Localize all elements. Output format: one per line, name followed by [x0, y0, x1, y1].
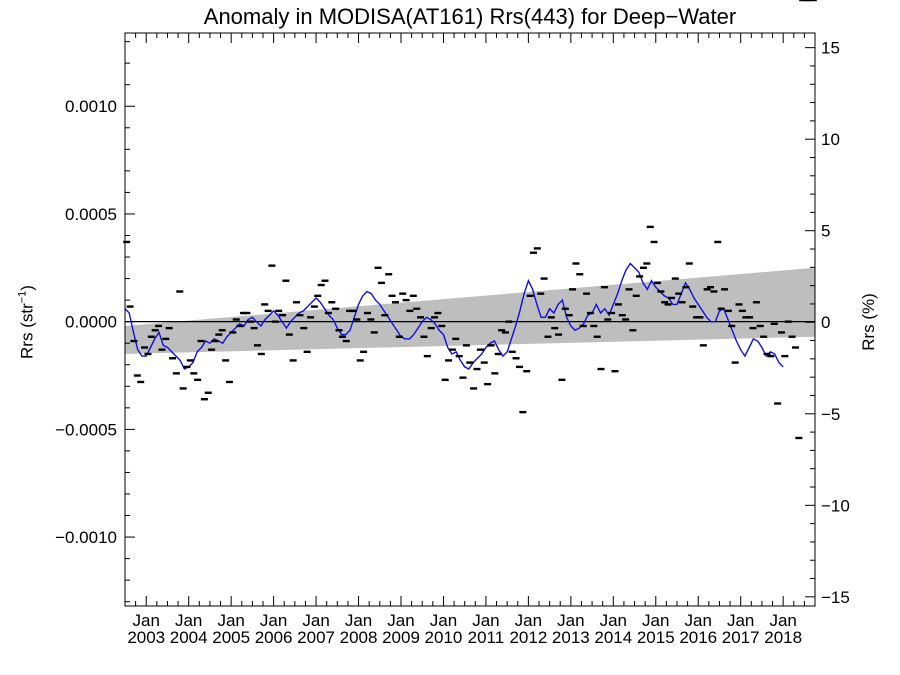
y-left-tick-label: 0.0005	[65, 205, 117, 224]
x-tick-month-label: Jan	[727, 611, 754, 630]
x-tick-year-label: 2012	[509, 628, 547, 647]
chart-title: Anomaly in MODISA(AT161) Rrs(443) for De…	[203, 4, 737, 29]
y-right-tick-label: 15	[821, 39, 840, 58]
trend-band	[125, 267, 815, 354]
y-right-tick-label: 0	[821, 313, 830, 332]
x-tick-month-label: Jan	[557, 611, 584, 630]
x-tick-year-label: 2017	[722, 628, 760, 647]
y-right-tick-label: −10	[821, 496, 850, 515]
x-tick-year-label: 2007	[297, 628, 335, 647]
y-axis-left-label-text: Rrs (str	[17, 303, 37, 359]
running-mean-line	[124, 262, 784, 370]
x-tick-year-label: 2004	[170, 628, 208, 647]
x-tick-year-label: 2011	[468, 628, 505, 647]
x-tick-month-label: Jan	[175, 611, 202, 630]
tick-labels-layer: 0.0010 0.0005 0.0000 −0.0005 −0.0010 15 10 5 0 −5…	[55, 39, 850, 647]
y-axis-left-label-end: )	[17, 285, 37, 291]
x-tick-month-label: Jan	[430, 611, 457, 630]
y-right-tick-label: 5	[821, 222, 830, 241]
axes-layer	[124, 32, 816, 607]
y-left-tick-label: 0.0010	[65, 97, 117, 116]
x-tick-year-label: 2008	[340, 628, 378, 647]
x-tick-month-label: Jan	[515, 611, 542, 630]
x-tick-year-label: 2014	[594, 628, 632, 647]
x-tick-year-label: 2006	[255, 628, 293, 647]
monthly-points-layer	[123, 0, 817, 440]
y-axis-left-label: Rrs (str−1)	[17, 285, 38, 359]
y-axis-left-label-sup: −1	[16, 290, 29, 304]
ticks-layer	[125, 33, 815, 606]
y-left-tick-label: 0.0000	[65, 313, 117, 332]
trend-band-layer	[125, 267, 815, 354]
x-tick-year-label: 2016	[679, 628, 717, 647]
x-tick-month-label: Jan	[600, 611, 627, 630]
x-tick-month-label: Jan	[387, 611, 414, 630]
x-tick-month-label: Jan	[685, 611, 712, 630]
y-axis-right-label: Rrs (%)	[858, 293, 878, 351]
y-right-tick-label: 10	[821, 130, 840, 149]
x-tick-year-label: 2015	[637, 628, 675, 647]
x-tick-year-label: 2009	[382, 628, 420, 647]
x-tick-year-label: 2003	[127, 628, 165, 647]
x-tick-year-label: 2013	[552, 628, 590, 647]
running-mean-layer	[124, 262, 784, 370]
y-left-tick-label: −0.0010	[55, 528, 117, 547]
y-right-tick-label: −5	[821, 405, 840, 424]
x-tick-month-label: Jan	[302, 611, 329, 630]
plot-frame	[124, 32, 816, 607]
x-tick-month-label: Jan	[217, 611, 244, 630]
x-tick-year-label: 2005	[212, 628, 250, 647]
x-tick-month-label: Jan	[133, 611, 160, 630]
x-tick-month-label: Jan	[345, 611, 372, 630]
x-tick-month-label: Jan	[769, 611, 796, 630]
x-tick-year-label: 2010	[425, 628, 463, 647]
x-tick-month-label: Jan	[642, 611, 669, 630]
y-left-tick-label: −0.0005	[55, 420, 117, 439]
x-tick-year-label: 2018	[764, 628, 802, 647]
x-tick-month-label: Jan	[260, 611, 287, 630]
y-right-tick-label: −15	[821, 588, 850, 607]
x-tick-month-label: Jan	[472, 611, 499, 630]
